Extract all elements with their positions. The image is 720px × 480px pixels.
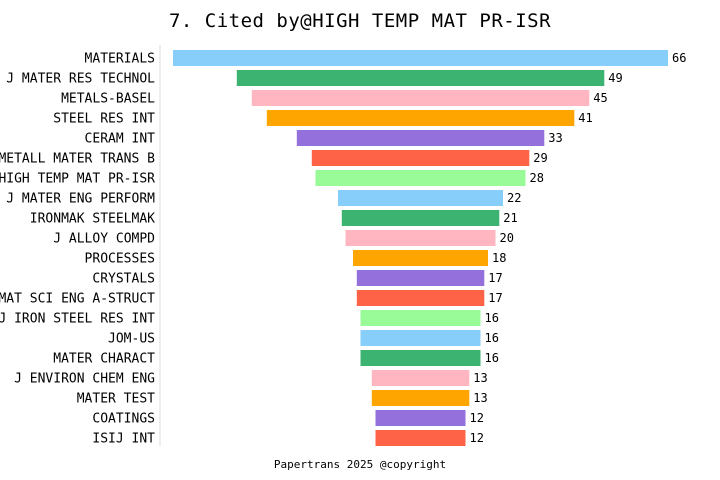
bar-15 xyxy=(360,350,481,366)
value-label-12: 17 xyxy=(488,291,502,305)
value-label-14: 16 xyxy=(485,331,499,345)
bar-2 xyxy=(251,90,590,106)
copyright-footer: Papertrans 2025 @copyright xyxy=(273,458,447,471)
bar-12 xyxy=(356,290,485,306)
category-label-7: J MATER ENG PERFORM xyxy=(6,192,155,207)
value-label-5: 29 xyxy=(533,151,547,165)
bar-19 xyxy=(375,430,466,446)
category-label-12: MAT SCI ENG A-STRUCT xyxy=(0,292,155,307)
chart-title: 7. Cited by@HIGH TEMP MAT PR-ISR xyxy=(168,10,552,32)
bar-8 xyxy=(341,210,500,226)
category-label-2: METALS-BASEL xyxy=(61,92,155,107)
value-label-17: 13 xyxy=(473,391,487,405)
category-label-10: PROCESSES xyxy=(85,252,155,267)
bar-9 xyxy=(345,230,496,246)
bar-1 xyxy=(236,70,605,86)
category-label-13: J IRON STEEL RES INT xyxy=(0,312,155,327)
category-label-0: MATERIALS xyxy=(85,52,155,67)
bar-3 xyxy=(266,110,575,126)
category-label-19: ISIJ INT xyxy=(92,432,155,447)
value-label-16: 13 xyxy=(473,371,487,385)
value-label-2: 45 xyxy=(593,91,607,105)
category-label-14: JOM-US xyxy=(108,332,155,347)
category-label-6: HIGH TEMP MAT PR-ISR xyxy=(0,172,155,187)
value-label-10: 18 xyxy=(492,251,506,265)
value-label-19: 12 xyxy=(470,431,484,445)
bar-14 xyxy=(360,330,481,346)
value-label-3: 41 xyxy=(578,111,592,125)
category-label-9: J ALLOY COMPD xyxy=(53,232,155,247)
category-label-5: METALL MATER TRANS B xyxy=(0,152,155,167)
bar-4 xyxy=(296,130,545,146)
bar-10 xyxy=(353,250,488,266)
category-label-3: STEEL RES INT xyxy=(53,112,155,127)
value-label-7: 22 xyxy=(507,191,521,205)
value-label-9: 20 xyxy=(500,231,514,245)
bar-11 xyxy=(356,270,485,286)
bar-0 xyxy=(173,50,668,66)
category-label-1: J MATER RES TECHNOL xyxy=(6,72,155,87)
category-label-17: MATER TEST xyxy=(77,392,155,407)
value-label-13: 16 xyxy=(485,311,499,325)
bar-17 xyxy=(371,390,470,406)
bars-layer: MATERIALS 66 J MATER RES TECHNOL 49 METALS-B… xyxy=(0,50,686,447)
bar-16 xyxy=(371,370,470,386)
value-label-0: 66 xyxy=(672,51,686,65)
category-label-8: IRONMAK STEELMAK xyxy=(30,212,155,227)
bar-13 xyxy=(360,310,481,326)
bar-5 xyxy=(311,150,530,166)
value-label-4: 33 xyxy=(548,131,562,145)
value-label-8: 21 xyxy=(503,211,517,225)
value-label-15: 16 xyxy=(485,351,499,365)
value-label-1: 49 xyxy=(608,71,622,85)
value-label-11: 17 xyxy=(488,271,502,285)
category-label-11: CRYSTALS xyxy=(92,272,155,287)
category-label-15: MATER CHARACT xyxy=(53,352,155,367)
category-label-16: J ENVIRON CHEM ENG xyxy=(14,372,155,387)
bar-18 xyxy=(375,410,466,426)
category-label-4: CERAM INT xyxy=(85,132,156,147)
value-label-6: 28 xyxy=(530,171,544,185)
bar-6 xyxy=(315,170,526,186)
category-label-18: COATINGS xyxy=(92,412,155,427)
value-label-18: 12 xyxy=(470,411,484,425)
bar-7 xyxy=(338,190,503,206)
